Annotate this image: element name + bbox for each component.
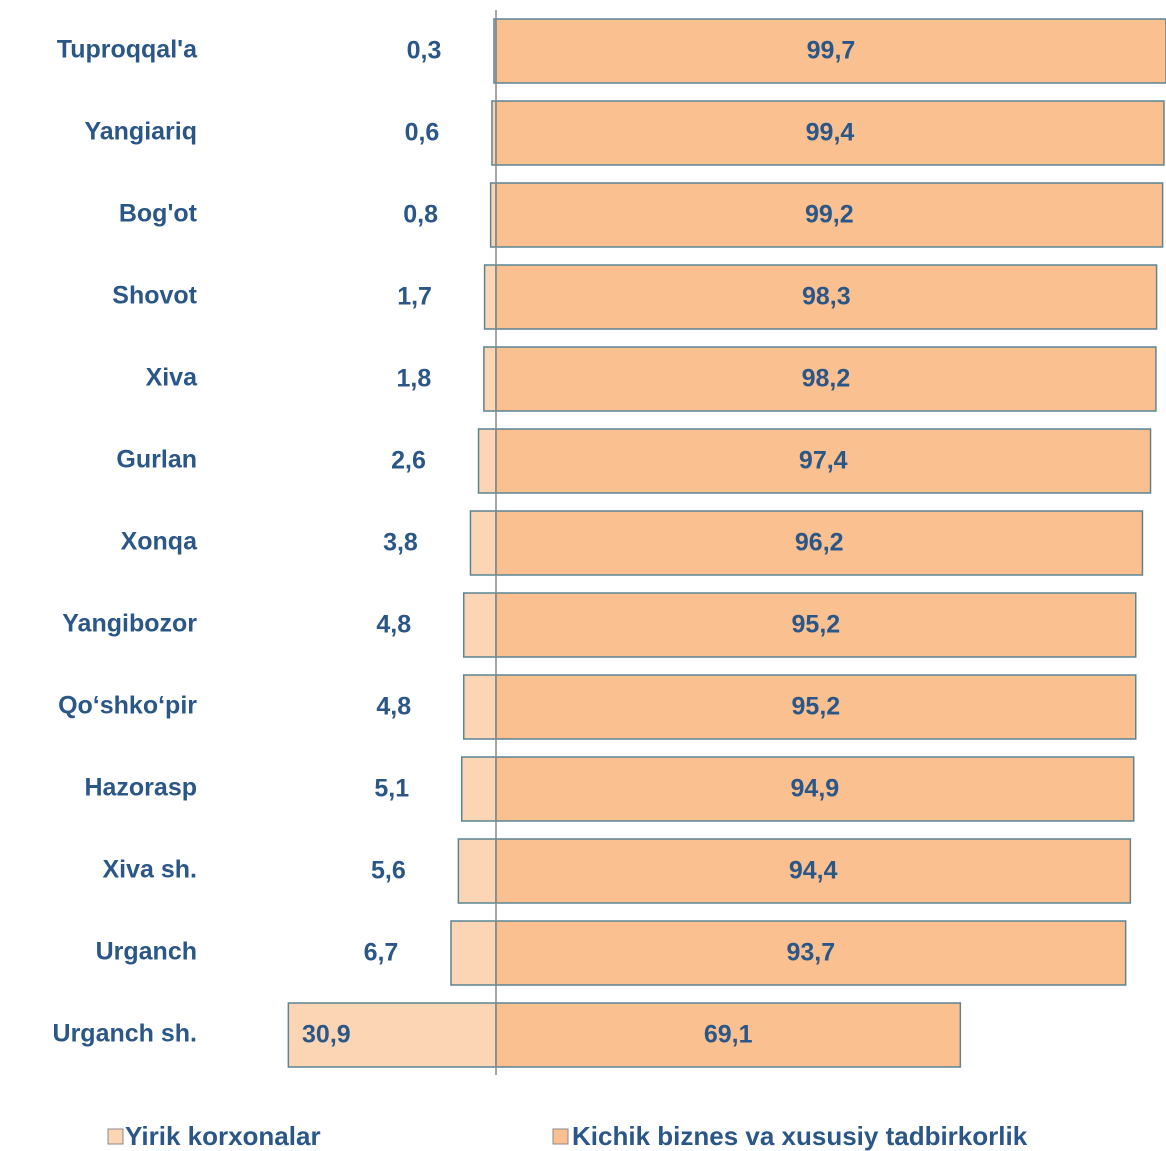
- value-label: 0,6: [405, 119, 440, 147]
- bar: [495, 428, 1152, 494]
- bar: [483, 264, 497, 330]
- value-label: 6,7: [364, 939, 399, 967]
- value-label: 4,8: [376, 693, 411, 721]
- category-label: Tuproqqal'a: [57, 36, 198, 64]
- bar: [462, 674, 497, 740]
- bar: [287, 1002, 497, 1068]
- bar: [495, 592, 1137, 658]
- value-label: 3,8: [383, 529, 418, 557]
- category-label: Shovot: [112, 282, 197, 310]
- bar: [483, 346, 497, 412]
- category-label: Urganch sh.: [53, 1020, 197, 1048]
- bar: [495, 674, 1137, 740]
- value-label: 94,9: [791, 775, 840, 803]
- value-label: 5,6: [371, 857, 406, 885]
- legend-label: Yirik korxonalar: [125, 1121, 321, 1151]
- value-label: 97,4: [799, 447, 848, 475]
- value-label: 98,2: [802, 365, 851, 393]
- value-label: 30,9: [302, 1021, 351, 1049]
- bar: [495, 100, 1165, 166]
- bar: [495, 920, 1127, 986]
- value-label: 5,1: [374, 775, 409, 803]
- bar: [450, 920, 497, 986]
- bar: [495, 346, 1157, 412]
- category-label: Xiva: [146, 364, 199, 392]
- bar: [495, 838, 1132, 904]
- value-label: 99,4: [806, 119, 855, 147]
- bar: [477, 428, 497, 494]
- legend-label: Kichik biznes va xususiy tadbirkorlik: [572, 1121, 1028, 1151]
- category-label: Xonqa: [121, 528, 198, 556]
- bar: [495, 182, 1164, 248]
- bar: [489, 182, 497, 248]
- value-label: 0,3: [407, 37, 442, 65]
- value-label: 99,7: [807, 37, 856, 65]
- value-label: 0,8: [403, 201, 438, 229]
- bar: [457, 838, 497, 904]
- category-label: Gurlan: [116, 446, 197, 474]
- category-label: Qo‘shko‘pir: [58, 692, 197, 720]
- category-label: Xiva sh.: [103, 856, 198, 884]
- bar: [495, 510, 1144, 576]
- value-label: 99,2: [805, 201, 854, 229]
- value-label: 4,8: [376, 611, 411, 639]
- value-label: 95,2: [792, 693, 841, 721]
- value-label: 1,7: [397, 283, 432, 311]
- bar: [495, 756, 1135, 822]
- bar: [495, 264, 1158, 330]
- value-label: 95,2: [792, 611, 841, 639]
- value-label: 69,1: [704, 1021, 753, 1049]
- legend-swatch: [552, 1128, 569, 1145]
- category-label: Hazorasp: [84, 774, 197, 802]
- value-label: 93,7: [786, 939, 835, 967]
- bar: [469, 510, 497, 576]
- category-label: Yangibozor: [62, 610, 197, 638]
- category-label: Yangiariq: [84, 118, 197, 146]
- bar: [460, 756, 497, 822]
- legend-swatch: [107, 1128, 124, 1145]
- value-label: 1,8: [397, 365, 432, 393]
- value-label: 2,6: [391, 447, 426, 475]
- category-label: Bog'ot: [119, 200, 198, 228]
- value-label: 94,4: [789, 857, 838, 885]
- value-label: 98,3: [802, 283, 851, 311]
- value-label: 96,2: [795, 529, 844, 557]
- bar: [495, 1002, 962, 1068]
- bar: [462, 592, 497, 658]
- category-label: Urganch: [96, 938, 197, 966]
